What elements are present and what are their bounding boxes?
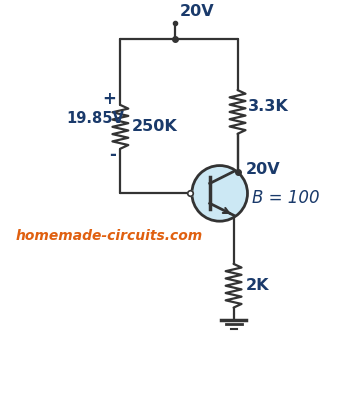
Text: 19.85V: 19.85V [67,111,125,126]
Text: -: - [109,146,116,164]
Text: +: + [102,90,116,108]
Text: 20V: 20V [180,4,215,19]
Text: 250K: 250K [131,119,177,134]
Circle shape [192,166,247,221]
Text: 3.3K: 3.3K [247,100,288,115]
Text: B = 100: B = 100 [253,189,320,207]
Text: 20V: 20V [246,162,280,177]
Text: homemade-circuits.com: homemade-circuits.com [16,229,203,243]
Text: 2K: 2K [246,278,269,293]
